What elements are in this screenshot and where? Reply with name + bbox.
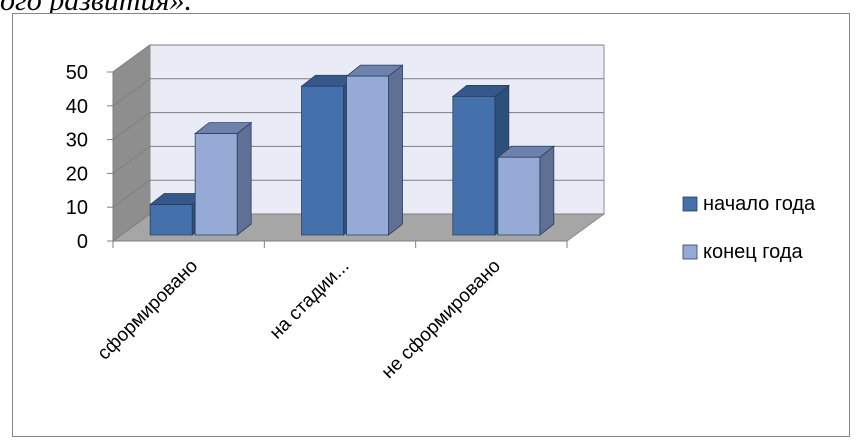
bar-face (149, 204, 193, 236)
bar-face (301, 85, 344, 236)
bar-face (388, 64, 403, 236)
gridline (112, 44, 604, 73)
category-label: не сформировано (378, 256, 505, 383)
y-tick-label: 40 (66, 96, 88, 118)
bar (345, 64, 404, 236)
y-tick-label: 0 (77, 231, 88, 253)
category-label: на стадии... (266, 256, 354, 344)
side-wall (112, 44, 151, 242)
bar (496, 145, 555, 236)
bar-face (194, 133, 238, 236)
bar-face (452, 96, 496, 236)
y-tick-label: 20 (66, 163, 88, 185)
y-tick-label: 30 (66, 130, 88, 152)
legend-swatch (682, 196, 698, 212)
category-label: сформировано (94, 256, 203, 365)
bar-face (497, 156, 541, 236)
y-tick-label: 10 (66, 197, 88, 219)
legend-label: конец года (703, 241, 803, 263)
heading-fragment: ого развития». (0, 0, 193, 17)
legend-label: начало года (703, 193, 816, 215)
bar (194, 121, 253, 236)
gridline (112, 78, 604, 107)
bar-face (539, 145, 555, 236)
legend-swatch (682, 244, 698, 260)
bar-face (346, 75, 389, 236)
y-tick-label: 50 (66, 62, 88, 84)
bar-face (236, 121, 252, 236)
